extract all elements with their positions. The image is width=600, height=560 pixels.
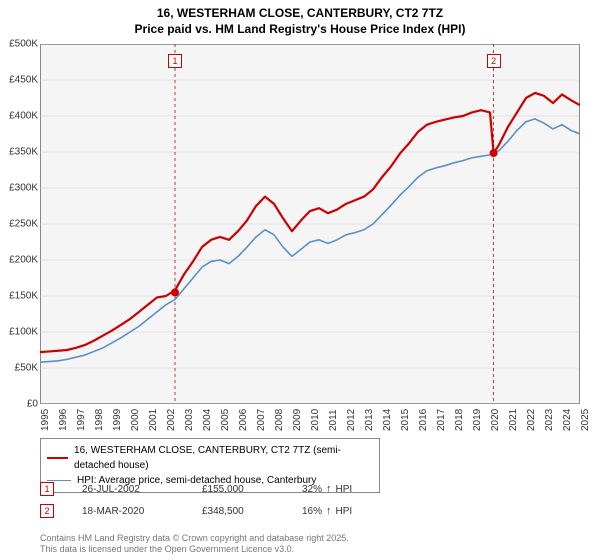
- legend-label-0: 16, WESTERHAM CLOSE, CANTERBURY, CT2 7TZ…: [74, 443, 373, 473]
- sale-date-2: 18-MAR-2020: [82, 506, 202, 517]
- footer-line-2: This data is licensed under the Open Gov…: [40, 544, 349, 556]
- sale-delta-2: 16% ↑ HPI: [302, 505, 422, 517]
- chart-area: £0£50K£100K£150K£200K£250K£300K£350K£400…: [40, 44, 580, 404]
- chart-svg: [40, 44, 580, 404]
- sale-row-1: 1 26-JUL-2002 £155,000 32% ↑ HPI: [40, 482, 580, 496]
- footer-line-1: Contains HM Land Registry data © Crown c…: [40, 533, 349, 545]
- sale-marker-1: 1: [40, 482, 54, 496]
- title-line-2: Price paid vs. HM Land Registry's House …: [0, 22, 600, 38]
- sale-price-1: £155,000: [202, 484, 302, 495]
- sale-row-2: 2 18-MAR-2020 £348,500 16% ↑ HPI: [40, 504, 580, 518]
- chart-title-block: 16, WESTERHAM CLOSE, CANTERBURY, CT2 7TZ…: [0, 0, 600, 41]
- title-line-1: 16, WESTERHAM CLOSE, CANTERBURY, CT2 7TZ: [0, 6, 600, 22]
- arrow-up-icon: ↑: [326, 483, 332, 495]
- sale-marker-2: 2: [40, 504, 54, 518]
- arrow-up-icon: ↑: [326, 505, 332, 517]
- footer-text: Contains HM Land Registry data © Crown c…: [40, 533, 349, 556]
- sale-price-2: £348,500: [202, 506, 302, 517]
- legend-swatch-0: [47, 457, 68, 459]
- sale-delta-1: 32% ↑ HPI: [302, 483, 422, 495]
- sale-date-1: 26-JUL-2002: [82, 484, 202, 495]
- legend-row: 16, WESTERHAM CLOSE, CANTERBURY, CT2 7TZ…: [47, 443, 373, 473]
